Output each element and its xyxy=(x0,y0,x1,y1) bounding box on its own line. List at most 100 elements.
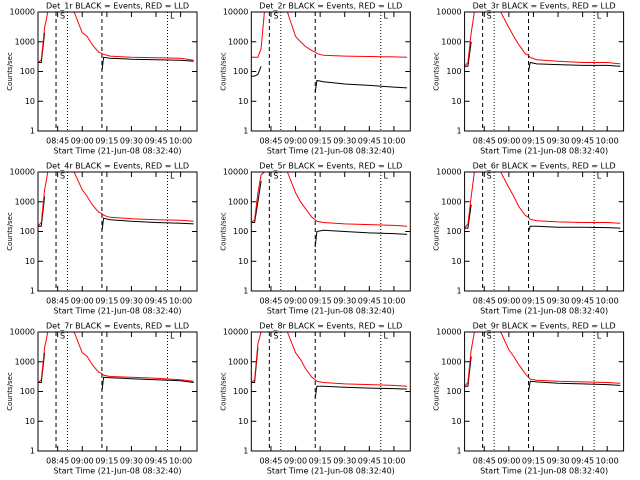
series-line xyxy=(251,347,408,399)
annotation: S xyxy=(273,172,278,181)
chart-title: Det_7r BLACK = Events, RED = LLD xyxy=(46,322,189,331)
y-tick-label: 10000 xyxy=(436,168,461,177)
annotation: S xyxy=(487,172,492,181)
x-axis-label: Start Time (21-Jun-08 08:32:40) xyxy=(54,307,182,316)
annotation: L xyxy=(170,12,175,21)
series-line xyxy=(38,172,194,227)
x-tick-label: 09:00 xyxy=(71,297,94,306)
y-tick-label: 100 xyxy=(446,227,461,236)
chart-title: Det_1r BLACK = Events, RED = LLD xyxy=(46,2,189,11)
y-tick-label: 10000 xyxy=(223,328,248,337)
series-line xyxy=(464,356,621,392)
y-tick-label: 10 xyxy=(25,417,35,426)
x-tick-label: 09:30 xyxy=(120,137,143,146)
y-tick-label: 1 xyxy=(30,127,35,136)
x-tick-label: 09:15 xyxy=(522,137,545,146)
y-tick-label: 1000 xyxy=(228,197,248,206)
y-axis-label: Counts/sec xyxy=(219,52,227,91)
x-tick-label: 09:00 xyxy=(497,297,520,306)
annotation: L xyxy=(597,332,602,341)
y-axis-label: Counts/sec xyxy=(433,372,441,411)
x-tick-label: 10:00 xyxy=(382,457,405,466)
y-tick-label: 10 xyxy=(451,417,461,426)
x-tick-label: 09:45 xyxy=(571,137,594,146)
y-tick-label: 1000 xyxy=(15,37,35,46)
y-tick-label: 100 xyxy=(446,387,461,396)
x-tick-label: 09:15 xyxy=(522,457,545,466)
y-tick-label: 100 xyxy=(233,227,248,236)
x-tick-label: 09:15 xyxy=(522,297,545,306)
annotation: S xyxy=(273,12,278,21)
y-tick-label: 100 xyxy=(20,227,35,236)
plot-frame xyxy=(37,331,198,452)
x-tick-label: 10:00 xyxy=(169,137,192,146)
x-tick-label: 09:15 xyxy=(309,137,332,146)
y-tick-label: 1000 xyxy=(15,357,35,366)
x-tick-label: 09:45 xyxy=(144,137,167,146)
x-tick-label: 09:00 xyxy=(71,137,94,146)
y-tick-label: 1000 xyxy=(15,197,35,206)
chart-title: Det_9r BLACK = Events, RED = LLD xyxy=(473,322,616,331)
series-line xyxy=(38,32,194,72)
chart-title: Det_8r BLACK = Events, RED = LLD xyxy=(259,322,402,331)
y-tick-label: 10 xyxy=(25,257,35,266)
plot-frame xyxy=(250,331,411,452)
y-tick-label: 10 xyxy=(238,257,248,266)
y-tick-label: 1 xyxy=(30,447,35,456)
x-tick-label: 09:15 xyxy=(309,297,332,306)
series-line xyxy=(38,12,194,63)
y-tick-label: 1 xyxy=(457,127,462,136)
y-tick-label: 1000 xyxy=(228,357,248,366)
y-tick-label: 10000 xyxy=(10,328,35,337)
x-axis-label: Start Time (21-Jun-08 08:32:40) xyxy=(480,467,608,476)
series-line xyxy=(38,332,194,383)
y-tick-label: 10 xyxy=(25,97,35,106)
x-tick-label: 09:00 xyxy=(71,457,94,466)
y-tick-label: 1 xyxy=(243,127,248,136)
series-line xyxy=(251,332,408,387)
series-line xyxy=(464,172,621,229)
y-axis-label: Counts/sec xyxy=(219,212,227,251)
series-line xyxy=(251,180,408,248)
y-tick-label: 10000 xyxy=(10,168,35,177)
annotation: L xyxy=(170,332,175,341)
x-tick-label: 09:30 xyxy=(547,457,570,466)
x-tick-label: 09:15 xyxy=(95,137,118,146)
y-axis-label: Counts/sec xyxy=(433,212,441,251)
y-tick-label: 1 xyxy=(457,447,462,456)
x-axis-label: Start Time (21-Jun-08 08:32:40) xyxy=(480,307,608,316)
y-tick-label: 100 xyxy=(20,387,35,396)
series-line xyxy=(464,41,621,72)
x-tick-label: 08:45 xyxy=(473,297,496,306)
x-tick-label: 08:45 xyxy=(473,137,496,146)
x-tick-label: 08:45 xyxy=(259,297,282,306)
x-axis-label: Start Time (21-Jun-08 08:32:40) xyxy=(267,307,395,316)
y-tick-label: 100 xyxy=(233,387,248,396)
chart-title: Det_3r BLACK = Events, RED = LLD xyxy=(473,2,616,11)
x-tick-label: 09:45 xyxy=(571,297,594,306)
x-axis-label: Start Time (21-Jun-08 08:32:40) xyxy=(54,147,182,156)
annotation: S xyxy=(60,332,65,341)
series-line xyxy=(38,352,194,392)
x-tick-label: 08:45 xyxy=(46,297,69,306)
annotation: S xyxy=(487,332,492,341)
chart-title: Det_4r BLACK = Events, RED = LLD xyxy=(46,162,189,171)
y-tick-label: 10 xyxy=(238,417,248,426)
y-tick-label: 10000 xyxy=(223,168,248,177)
x-tick-label: 10:00 xyxy=(382,297,405,306)
annotation: S xyxy=(60,12,65,21)
y-tick-label: 1 xyxy=(243,447,248,456)
y-tick-label: 1 xyxy=(243,287,248,296)
x-tick-label: 09:00 xyxy=(284,297,307,306)
x-tick-label: 08:45 xyxy=(259,457,282,466)
x-tick-label: 09:30 xyxy=(333,137,356,146)
y-axis-label: Counts/sec xyxy=(6,212,14,251)
series-line xyxy=(251,12,408,58)
x-axis-label: Start Time (21-Jun-08 08:32:40) xyxy=(54,467,182,476)
plot-frame xyxy=(464,331,625,452)
x-tick-label: 09:45 xyxy=(358,457,381,466)
x-tick-label: 09:45 xyxy=(358,297,381,306)
annotation: L xyxy=(170,172,175,181)
annotation: L xyxy=(597,12,602,21)
